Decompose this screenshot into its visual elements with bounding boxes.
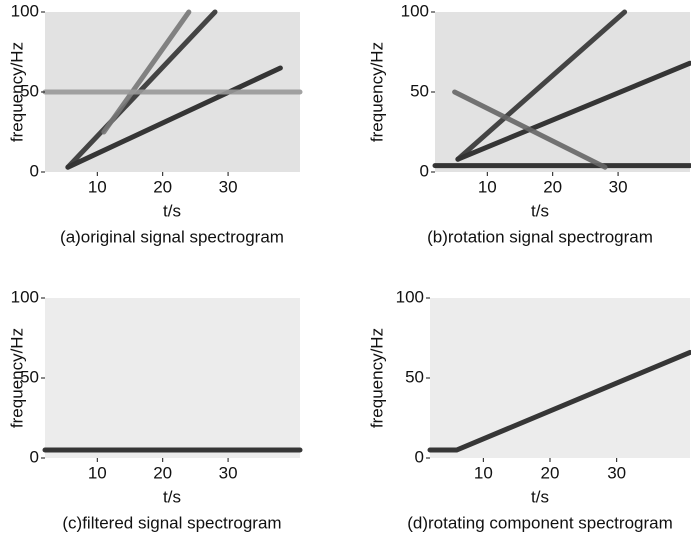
- x-tick-label: 10: [88, 463, 107, 482]
- y-tick-label: 100: [11, 287, 39, 306]
- y-axis-label: frequency/Hz: [367, 42, 386, 142]
- spectrogram-area: [45, 298, 300, 458]
- ridge-line: [452, 89, 608, 170]
- y-tick-label: 50: [20, 81, 39, 100]
- x-tick-label: 10: [88, 177, 107, 196]
- x-tick-label: 30: [609, 177, 628, 196]
- y-axis-label: frequency/Hz: [367, 328, 386, 428]
- x-axis-label: t/s: [163, 487, 181, 506]
- y-tick-label: 100: [396, 287, 424, 306]
- y-tick-label: 0: [415, 447, 424, 466]
- x-tick-label: 30: [219, 177, 238, 196]
- caption: (d)rotating component spectrogram: [407, 513, 673, 532]
- x-tick-label: 30: [607, 463, 626, 482]
- x-tick-label: 20: [153, 463, 172, 482]
- y-axis-label: frequency/Hz: [7, 328, 26, 428]
- ridge-line: [65, 65, 283, 170]
- ridge-line: [455, 60, 691, 162]
- x-axis-label: t/s: [163, 201, 181, 220]
- x-axis-label: t/s: [531, 201, 549, 220]
- y-tick-label: 100: [11, 1, 39, 20]
- ridge-line: [455, 9, 628, 162]
- y-tick-label: 50: [20, 367, 39, 386]
- ridge-line: [427, 349, 691, 453]
- y-tick-label: 0: [30, 447, 39, 466]
- y-tick-label: 0: [420, 161, 429, 180]
- x-tick-label: 10: [474, 463, 493, 482]
- x-tick-label: 30: [219, 463, 238, 482]
- caption: (b)rotation signal spectrogram: [427, 227, 653, 246]
- y-tick-label: 100: [401, 1, 429, 20]
- y-tick-label: 50: [410, 81, 429, 100]
- caption: (a)original signal spectrogram: [60, 227, 284, 246]
- x-axis-label: t/s: [531, 487, 549, 506]
- ridge-line: [101, 9, 192, 135]
- y-axis-label: frequency/Hz: [7, 42, 26, 142]
- x-tick-label: 20: [541, 463, 560, 482]
- y-tick-label: 0: [30, 161, 39, 180]
- spectrogram-area: [430, 298, 690, 458]
- y-tick-label: 50: [405, 367, 424, 386]
- x-tick-label: 20: [543, 177, 562, 196]
- caption: (c)filtered signal spectrogram: [62, 513, 281, 532]
- x-tick-label: 20: [153, 177, 172, 196]
- x-tick-label: 10: [478, 177, 497, 196]
